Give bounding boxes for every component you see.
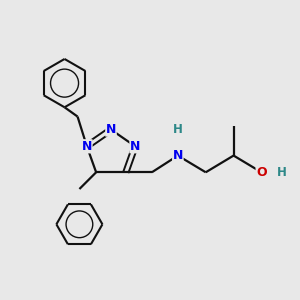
Text: N: N bbox=[106, 123, 116, 136]
Text: N: N bbox=[130, 140, 140, 153]
Text: H: H bbox=[173, 123, 183, 136]
Text: N: N bbox=[173, 149, 183, 162]
Text: O: O bbox=[256, 166, 267, 179]
Text: H: H bbox=[277, 166, 287, 179]
Text: N: N bbox=[82, 140, 92, 153]
